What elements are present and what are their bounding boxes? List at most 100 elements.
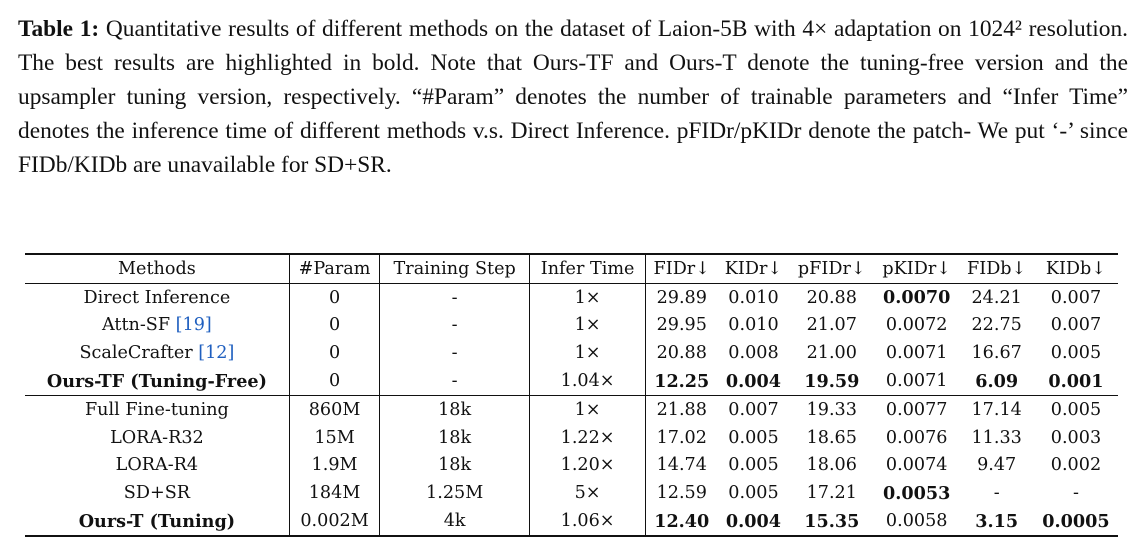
caption-label: Table 1: (18, 16, 100, 42)
cell-method: Full Fine-tuning (25, 395, 290, 424)
cell-training-step: 18k (379, 423, 531, 452)
table-body: Direct Inference 0-1× 29.89 0.010 20.88 0.007… (25, 283, 1118, 536)
cell-param: 0 (289, 367, 381, 396)
cell-method: SD+SR (25, 479, 290, 508)
cell-fid-b: 17.14 (971, 399, 1022, 420)
cell-kid-b: 0.005 (1050, 399, 1102, 420)
cell-fid-r: 29.95 (656, 315, 707, 336)
cell-kid-b: 0.003 (1050, 427, 1102, 448)
cell-fid-b: 16.67 (971, 343, 1022, 364)
cell-pfid-r: 15.35 (804, 510, 860, 532)
cell-param: 0 (289, 283, 381, 312)
cell-fid-r: 12.40 (654, 510, 710, 532)
caption-text: Quantitative results of different method… (18, 16, 1128, 178)
cell-pfid-r: 19.59 (804, 370, 860, 392)
cell-pkid-r: 0.0072 (885, 315, 948, 336)
cell-param: 184M (289, 479, 381, 508)
cell-kid-r: 0.005 (728, 455, 779, 476)
cell-infer-time: 1.06× (529, 507, 647, 536)
cell-pfid-r: 18.65 (806, 427, 857, 448)
cell-infer-time: 1.22× (529, 423, 647, 452)
cell-fid-r: 17.02 (656, 427, 707, 448)
cell-kid-r: 0.004 (725, 370, 782, 392)
header-fid-r: FIDr↓ (653, 258, 710, 279)
cell-infer-time: 1× (529, 395, 647, 424)
method-name: LORA-R32 (110, 427, 204, 448)
results-table: Methods #Param Training Step Infer Time … (25, 253, 1118, 537)
header-methods: Methods (25, 254, 290, 284)
cell-kid-b: - (1072, 483, 1079, 504)
citation-link[interactable]: [12] (198, 343, 235, 364)
cell-method: LORA-R32 (25, 423, 290, 452)
method-name: Attn-SF (102, 315, 171, 336)
cell-fid-r: 12.59 (656, 483, 707, 504)
cell-param: 1.9M (289, 451, 381, 480)
cell-infer-time: 1× (529, 339, 647, 368)
cell-pfid-r: 21.07 (806, 315, 857, 336)
table-row: LORA-R4 1.9M 18k 1.20× 14.74 0.005 18.06 0.0074… (25, 451, 1118, 480)
cell-kid-r: 0.005 (728, 483, 779, 504)
cell-kid-r: 0.010 (728, 287, 779, 308)
cell-pfid-r: 18.06 (806, 455, 857, 476)
cell-kid-b: 0.007 (1050, 315, 1102, 336)
cell-method: Ours-TF (Tuning-Free) (25, 367, 290, 396)
cell-param: 860M (289, 395, 381, 424)
cell-kid-b: 0.007 (1050, 287, 1102, 308)
cell-kid-r: 0.010 (728, 315, 779, 336)
table-row: Direct Inference 0-1× 29.89 0.010 20.88 0.007… (25, 283, 1118, 312)
cell-training-step: 18k (379, 451, 531, 480)
header-kid-r: KIDr↓ (724, 258, 783, 279)
cell-training-step: - (379, 283, 531, 312)
cell-fid-r: 21.88 (656, 399, 707, 420)
cell-method: LORA-R4 (25, 451, 290, 480)
header-param: #Param (289, 254, 381, 284)
cell-method: Direct Inference (25, 283, 290, 312)
cell-kid-b: 0.001 (1048, 370, 1104, 392)
cell-infer-time: 1.20× (529, 451, 647, 480)
cell-kid-b: 0.005 (1050, 343, 1102, 364)
cell-method: Attn-SF [19] (25, 311, 290, 340)
cell-fid-r: 14.74 (656, 455, 707, 476)
cell-pkid-r: 0.0071 (885, 371, 948, 392)
cell-pfid-r: 20.88 (806, 287, 857, 308)
method-name: ScaleCrafter (79, 343, 193, 364)
cell-pkid-r: 0.0071 (885, 343, 948, 364)
cell-kid-b: 0.002 (1050, 455, 1102, 476)
cell-kid-r: 0.005 (728, 427, 779, 448)
cell-training-step: 18k (379, 395, 531, 424)
cell-kid-r: 0.004 (725, 510, 782, 532)
cell-training-step: - (379, 339, 531, 368)
header-training-step: Training Step (379, 254, 531, 284)
table-row: Attn-SF [19] 0-1× 29.95 0.010 21.07 0.0072 22.… (25, 311, 1118, 340)
cell-pkid-r: 0.0053 (883, 482, 951, 504)
results-table-wrapper: Methods #Param Training Step Infer Time … (25, 253, 1118, 537)
method-name: Full Fine-tuning (84, 399, 229, 420)
table-row: Ours-TF (Tuning-Free) 0-1.04× 12.25 0.004 19… (25, 367, 1118, 396)
citation-link[interactable]: [19] (175, 315, 212, 336)
cell-pkid-r: 0.0074 (885, 455, 948, 476)
cell-param: 15M (289, 423, 381, 452)
cell-fid-r: 29.89 (656, 287, 707, 308)
cell-infer-time: 1× (529, 311, 647, 340)
header-pfid-r: pFIDr↓ (797, 258, 866, 279)
cell-fid-b: 6.09 (975, 370, 1019, 392)
cell-training-step: - (379, 367, 531, 396)
cell-fid-b: 9.47 (977, 455, 1017, 476)
cell-pkid-r: 0.0070 (883, 287, 951, 309)
header-pkid-r: pKIDr↓ (882, 258, 951, 279)
cell-pkid-r: 0.0076 (885, 427, 948, 448)
cell-pkid-r: 0.0058 (885, 511, 948, 532)
cell-kid-r: 0.008 (728, 343, 779, 364)
cell-infer-time: 1× (529, 283, 647, 312)
cell-fid-r: 20.88 (656, 343, 707, 364)
table-row: SD+SR 184M 1.25M 5× 12.59 0.005 17.21 0.0053 - - (25, 479, 1118, 508)
method-name: SD+SR (123, 483, 190, 504)
cell-param: 0 (289, 339, 381, 368)
table-row: LORA-R32 15M 18k 1.22× 17.02 0.005 18.65 0.0076… (25, 423, 1118, 452)
cell-fid-b: 3.15 (975, 510, 1019, 532)
cell-fid-r: 12.25 (654, 370, 710, 392)
method-name: Ours-TF (Tuning-Free) (46, 370, 267, 392)
table-row: ScaleCrafter [12] 0-1× 20.88 0.008 21.00 0.00… (25, 339, 1118, 368)
method-name: LORA-R4 (115, 455, 199, 476)
cell-fid-b: 11.33 (971, 427, 1022, 448)
